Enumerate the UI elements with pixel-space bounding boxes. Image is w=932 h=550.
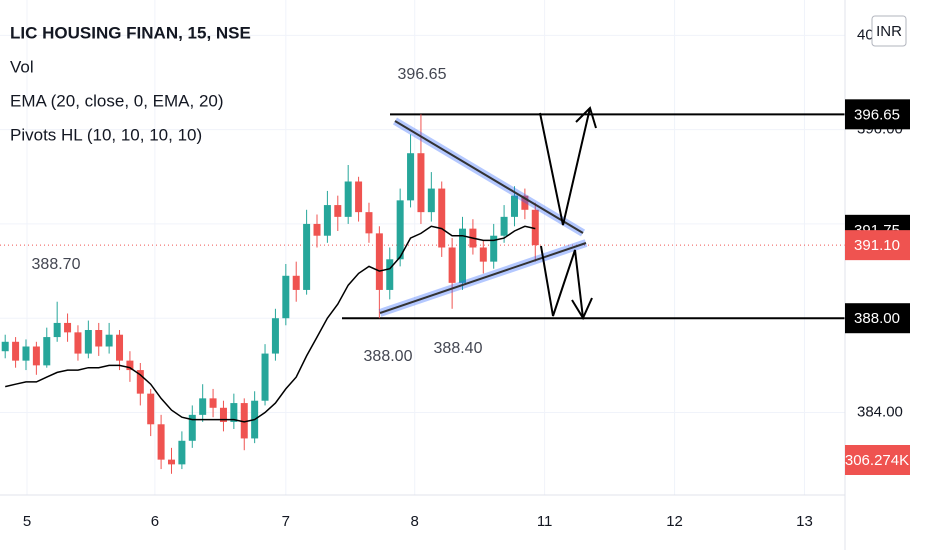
candle-body	[531, 209, 539, 246]
candles	[1, 114, 539, 474]
candle-body	[303, 223, 311, 290]
candle-body	[167, 459, 175, 465]
price-tag: 388.00	[854, 310, 900, 327]
candle-body	[407, 153, 415, 201]
candle-body	[282, 275, 290, 319]
pivot-label: 388.00	[364, 348, 413, 365]
currency[interactable]: INR	[876, 23, 902, 40]
candle-body	[209, 398, 217, 408]
candle-body	[74, 332, 82, 354]
candle-body	[219, 407, 227, 422]
candle-body	[230, 403, 238, 422]
ema-line	[5, 225, 536, 423]
legend: LIC HOUSING FINAN, 15, NSE Vol EMA (20, …	[10, 23, 251, 144]
candle-body	[500, 216, 508, 236]
drawings	[378, 106, 597, 321]
candle-body	[12, 341, 20, 361]
candle-body	[261, 353, 269, 401]
volume-tag-box	[845, 445, 910, 475]
candle-body	[490, 235, 498, 262]
arrow-up	[539, 107, 591, 226]
candle-body	[136, 370, 144, 394]
candle-body	[292, 275, 300, 290]
candle-body	[188, 414, 196, 441]
grid	[0, 0, 845, 495]
indicator: Vol	[10, 57, 34, 76]
candle-body	[1, 341, 9, 352]
candle-body	[459, 228, 467, 283]
candle-body	[427, 188, 435, 213]
candle-body	[84, 330, 92, 354]
candle-body	[365, 212, 373, 234]
arrow-down	[540, 245, 584, 319]
indicator: Pivots HL (10, 10, 10, 10)	[10, 125, 202, 144]
price-tag-box	[845, 230, 910, 261]
candle-body	[116, 334, 124, 361]
arrow-head	[571, 297, 593, 321]
candle-body	[479, 247, 487, 262]
volume-tag: 306.274K	[845, 452, 909, 469]
candle-body	[126, 360, 134, 371]
candle-body	[199, 398, 207, 415]
title: LIC HOUSING FINAN, 15, NSE	[10, 23, 251, 42]
candle-body	[334, 205, 342, 217]
x-tick-label: 8	[411, 513, 419, 530]
candle-body	[32, 346, 40, 366]
candle-body	[64, 322, 72, 333]
candle-body	[375, 233, 383, 290]
candle-body	[417, 153, 425, 213]
x-tick-label: 13	[796, 513, 813, 530]
candle-body	[396, 200, 404, 260]
ema	[5, 225, 536, 423]
x-tick-label: 6	[151, 513, 159, 530]
candle-body	[386, 259, 394, 290]
candle-body	[271, 318, 279, 354]
pivot-label: 388.40	[434, 340, 483, 357]
annotations: 396.65 388.70 388.00 388.40	[32, 66, 483, 365]
currency-button[interactable]	[871, 15, 907, 47]
x-tick-label: 5	[23, 513, 31, 530]
x-tick-label: 11	[537, 513, 553, 530]
trend-line-upper	[394, 120, 584, 234]
pivot-label: 396.65	[398, 66, 447, 83]
candle-body	[448, 247, 456, 283]
price-tag-box	[845, 99, 910, 130]
candle-body	[147, 393, 155, 425]
indicator: EMA (20, close, 0, EMA, 20)	[10, 91, 224, 110]
candle-body	[95, 330, 103, 347]
candle-body	[178, 440, 186, 465]
x-tick-label: 7	[282, 513, 290, 530]
price-tag: 396.65	[854, 106, 900, 123]
candle-body	[105, 334, 113, 347]
candle-body	[355, 181, 363, 213]
candle-body	[510, 195, 518, 217]
candle-body	[43, 337, 51, 366]
candle-body	[157, 424, 165, 460]
candle-body	[313, 223, 321, 236]
trend-line-lower	[379, 242, 587, 314]
candle-body	[240, 403, 248, 439]
candle-body	[53, 322, 61, 338]
candle-body	[323, 205, 331, 236]
arrow-head	[575, 106, 597, 129]
price-tag-box	[845, 303, 910, 334]
x-tick-label: 12	[666, 513, 683, 530]
pivot-label: 388.70	[32, 256, 81, 273]
candle-body	[344, 181, 352, 217]
y-tick-label: 384.00	[857, 403, 903, 420]
price-tag: 391.10	[854, 237, 900, 254]
candle-body	[521, 195, 529, 210]
candle-body	[22, 346, 30, 361]
candle-body	[438, 188, 446, 248]
